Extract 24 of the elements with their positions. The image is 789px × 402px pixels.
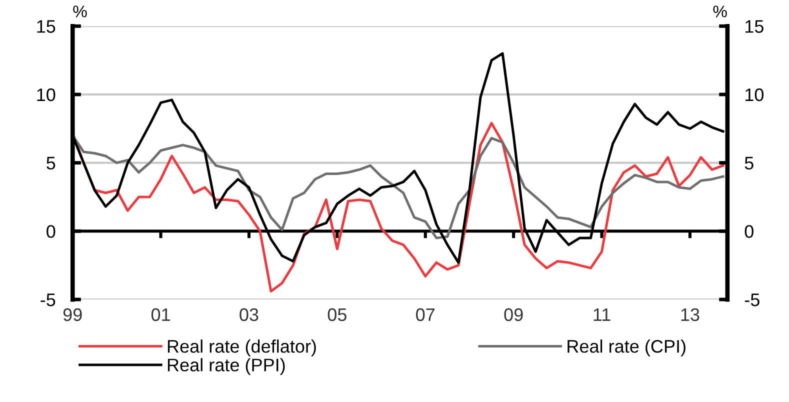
y-tick-label: 0 (46, 225, 56, 238)
line-series (72, 134, 724, 240)
legend-label: Real rate (deflator) (168, 340, 316, 356)
x-tick-label: 05 (328, 308, 346, 322)
y-tick-label: 15 (37, 20, 56, 33)
x-tick-label: 99 (63, 308, 82, 322)
y2-tick-label: 0 (744, 225, 754, 238)
legend-label: Real rate (PPI) (168, 358, 285, 375)
x-tick-label: 03 (240, 308, 258, 322)
y2-tick-label: 10 (746, 88, 764, 102)
y2-axis-title: % (713, 6, 727, 18)
y-tick-label: -5 (40, 294, 56, 306)
y2-tick-label: 5 (744, 156, 754, 170)
y-tick-label: 5 (46, 156, 56, 170)
y2-tick-label: -5 (744, 294, 760, 306)
y-axis-title: % (73, 6, 87, 18)
y-tick-label: 10 (37, 88, 56, 102)
x-tick-label: 09 (504, 308, 523, 322)
x-tick-label: 01 (151, 308, 170, 322)
x-tick-label: 07 (416, 308, 435, 322)
legend-label: Real rate (CPI) (568, 340, 686, 356)
x-tick-label: 11 (594, 308, 610, 321)
x-tick-label: 13 (681, 308, 700, 322)
y2-tick-label: 15 (746, 20, 764, 33)
